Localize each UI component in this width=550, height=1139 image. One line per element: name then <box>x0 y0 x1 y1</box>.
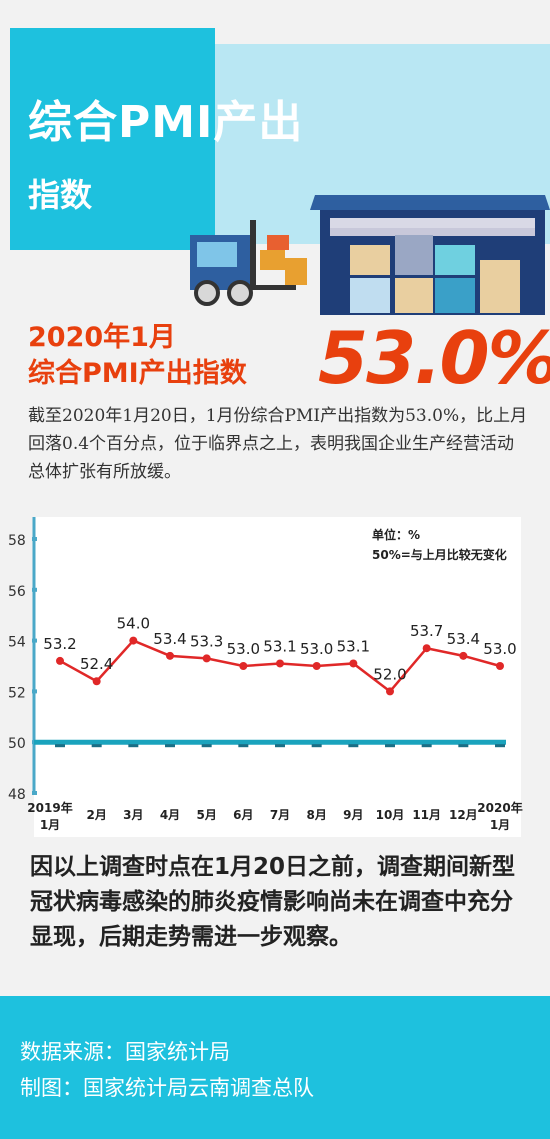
pmi-data-label: 52.0 <box>373 665 406 683</box>
headline-line2: 综合PMI产出指数 <box>28 358 247 389</box>
pmi-data-point <box>129 636 138 645</box>
forklift-wheel <box>227 280 253 306</box>
pmi-data-point <box>239 662 248 670</box>
chart-maker: 制图：国家统计局云南调查总队 <box>20 1076 314 1100</box>
reference-marker <box>275 744 285 748</box>
y-tick-mark <box>32 791 37 795</box>
footer: 数据来源：国家统计局 制图：国家统计局云南调查总队 <box>0 996 550 1139</box>
unit-note: 单位：% <box>372 527 420 542</box>
x-tick-label: 7月 <box>270 808 290 822</box>
y-tick-label: 48 <box>8 787 26 803</box>
pmi-data-point <box>349 659 358 668</box>
x-tick-label: 4月 <box>160 808 180 822</box>
x-tick-label: 5月 <box>196 808 216 822</box>
pmi-data-point <box>166 651 174 660</box>
pmi-data-label: 52.4 <box>80 655 113 673</box>
x-tick-label: 12月 <box>449 808 478 822</box>
forklift-wheel <box>194 280 220 306</box>
pmi-data-point <box>202 654 211 663</box>
pmi-data-label: 53.7 <box>410 622 443 640</box>
y-tick-label: 50 <box>8 736 26 752</box>
y-tick-mark <box>32 689 37 694</box>
y-tick-label: 58 <box>8 533 26 549</box>
pmi-data-point <box>496 662 504 670</box>
data-source: 数据来源：国家统计局 <box>20 1040 230 1064</box>
pmi-data-point <box>92 677 101 686</box>
x-tick-label: 2020年 <box>477 800 522 815</box>
pmi-line-chart: 单位：% 50%=与上月比较无变化 48 50 52 54 56 58 53.252.4 5… <box>8 517 523 837</box>
pmi-data-label: 53.2 <box>43 635 76 653</box>
reference-marker <box>458 744 469 748</box>
reference-marker <box>165 744 175 748</box>
pmi-data-point <box>56 656 64 665</box>
pmi-data-point <box>312 662 321 670</box>
reference-marker <box>201 744 212 748</box>
headline-value: 53.0% <box>318 316 550 400</box>
x-tick-label: 11月 <box>412 808 441 822</box>
y-tick-label: 56 <box>8 584 26 600</box>
warehouse-roof <box>310 195 550 210</box>
reference-marker <box>311 744 322 748</box>
headline-line1: 2020年1月 <box>28 322 176 353</box>
y-tick-mark <box>32 587 37 592</box>
pmi-data-point <box>459 651 468 660</box>
forklift-box <box>285 258 307 285</box>
forklift-box <box>267 235 289 250</box>
x-tick-label: 6月 <box>233 808 253 822</box>
pmi-data-label: 53.0 <box>300 640 333 658</box>
cargo-box <box>435 245 475 275</box>
pmi-data-label: 53.1 <box>263 637 296 655</box>
warehouse-illustration <box>190 195 550 315</box>
forklift-box <box>260 250 285 270</box>
reference-marker <box>421 744 432 748</box>
x-tick-label: 3月 <box>123 808 143 822</box>
x-tick-label: 2019年 <box>27 800 72 815</box>
pmi-data-point <box>276 659 284 668</box>
reference-marker <box>385 744 395 748</box>
pmi-data-point <box>422 644 431 653</box>
cargo-box <box>350 278 390 313</box>
y-tick-mark <box>32 638 37 643</box>
x-tick-label: 1月 <box>40 818 60 832</box>
reference-marker <box>495 744 505 748</box>
reference-marker <box>348 744 359 748</box>
reference-marker <box>91 744 102 748</box>
pmi-data-label: 53.1 <box>337 637 370 655</box>
pmi-data-label: 53.0 <box>483 640 516 658</box>
reference-marker <box>238 744 249 748</box>
page-subtitle: 指数 <box>28 176 93 214</box>
x-tick-label: 9月 <box>343 808 363 822</box>
pmi-data-label: 53.3 <box>190 632 223 650</box>
cargo-box <box>395 235 433 275</box>
pmi-data-point <box>386 687 394 696</box>
pmi-data-label: 53.4 <box>447 630 480 648</box>
x-tick-label: 10月 <box>376 808 405 822</box>
cargo-box <box>395 278 433 313</box>
y-tick-label: 54 <box>8 635 26 651</box>
pmi-data-label: 53.4 <box>153 630 186 648</box>
title-banner-front <box>10 28 215 250</box>
reference-marker <box>55 744 65 748</box>
cargo-box <box>480 260 520 313</box>
note-paragraph: 因以上调查时点在1月20日之前，调查期间新型冠状病毒感染的肺炎疫情影响尚未在调查… <box>30 854 516 950</box>
cargo-box <box>350 245 390 275</box>
threshold-note: 50%=与上月比较无变化 <box>372 547 507 562</box>
x-tick-label: 8月 <box>306 808 326 822</box>
page-title: 综合PMI产出 <box>28 97 304 148</box>
x-tick-label: 1月 <box>490 818 510 832</box>
x-tick-label: 2月 <box>86 808 106 822</box>
pmi-data-label: 54.0 <box>117 615 150 633</box>
reference-marker <box>128 744 139 748</box>
intro-paragraph: 截至2020年1月20日，1月份综合PMI产出指数为53.0%，比上月回落0.4… <box>28 406 528 482</box>
y-tick-label: 52 <box>8 685 26 701</box>
headline: 2020年1月 综合PMI产出指数 <box>28 320 247 392</box>
y-tick-mark <box>32 537 37 541</box>
chart-plot-bg <box>34 517 521 837</box>
cargo-box <box>435 278 475 313</box>
pmi-data-label: 53.0 <box>227 640 260 658</box>
